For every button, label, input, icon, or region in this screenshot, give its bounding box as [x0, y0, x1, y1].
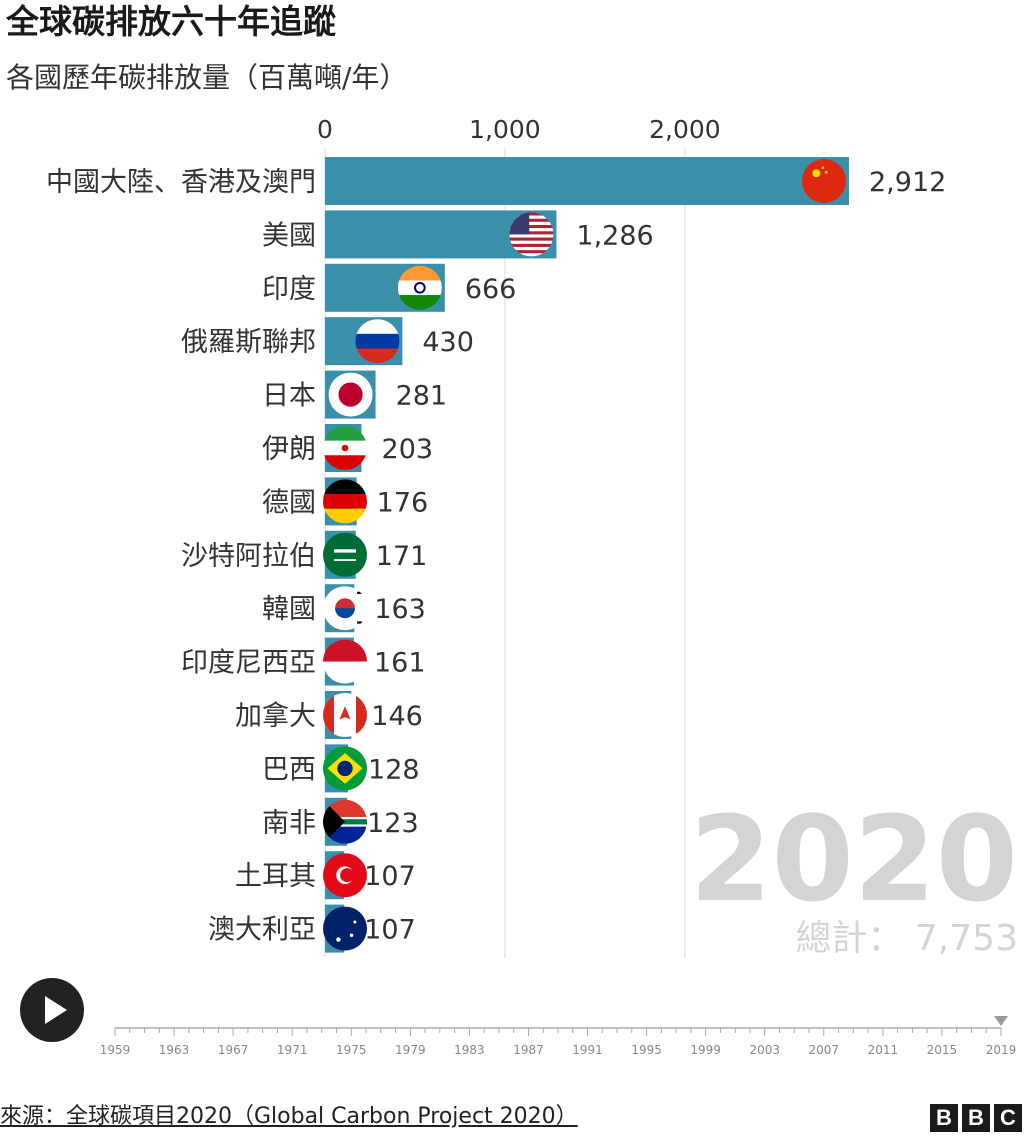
timeline-year-label: 2007 — [809, 1043, 840, 1057]
germany-flag-icon — [323, 479, 367, 524]
value-label: 281 — [396, 381, 448, 412]
timeline-year-label: 2015 — [927, 1043, 958, 1057]
south-korea-flag-icon — [323, 586, 367, 631]
play-icon — [45, 996, 67, 1024]
source-link[interactable]: 來源：全球碳項目2020（Global Carbon Project 2020） — [0, 1104, 578, 1129]
chart-subtitle: 各國歷年碳排放量（百萬噸/年） — [6, 61, 408, 94]
timeline-year-label: 1991 — [572, 1043, 603, 1057]
bar-row: 巴西 128 — [262, 744, 420, 793]
usa-flag-icon — [509, 212, 554, 257]
timeline-year-label: 2019 — [986, 1043, 1017, 1057]
value-label: 123 — [367, 808, 419, 839]
australia-flag-icon — [323, 906, 367, 951]
category-label: 巴西 — [262, 754, 316, 785]
timeline-slider[interactable]: 1959 1963 1967 1971 1975 1979 1983 1987 1991 1995… — [100, 1016, 1017, 1057]
timeline-year-label: 1995 — [631, 1043, 662, 1057]
category-label: 加拿大 — [235, 701, 316, 732]
x-tick-label: 0 — [317, 115, 333, 144]
value-label: 128 — [368, 754, 420, 785]
bar-row: 加拿大 146 — [235, 691, 423, 739]
bar-row: 印度 666 — [262, 263, 517, 312]
category-label: 印度 — [262, 274, 316, 305]
bar-row: 韓國 163 — [262, 584, 426, 633]
value-label: 107 — [364, 861, 416, 892]
bar-layer: 中國大陸、香港及澳門 2,912 美國 1,286 印度 666 俄羅斯聯邦 430 日本 281… — [46, 157, 946, 953]
value-label: 1,286 — [576, 220, 653, 251]
value-label: 430 — [422, 327, 474, 358]
timeline-year-label: 1987 — [513, 1043, 544, 1057]
bbc-logo-letter: B — [930, 1104, 958, 1132]
timeline-year-label: 1971 — [277, 1043, 308, 1057]
bar-row: 中國大陸、香港及澳門 2,912 — [46, 157, 946, 205]
timeline-year-label: 1983 — [454, 1043, 485, 1057]
chart-title: 全球碳排放六十年追蹤 — [6, 2, 336, 41]
category-label: 印度尼西亞 — [181, 648, 316, 679]
category-label: 德國 — [262, 487, 316, 518]
iran-flag-icon — [323, 426, 367, 470]
bar-row: 日本 281 — [262, 370, 448, 419]
timeline-year-label: 1959 — [100, 1043, 131, 1057]
value-label: 203 — [382, 434, 434, 465]
x-tick-label: 2,000 — [649, 115, 721, 144]
saudi-arabia-flag-icon — [323, 532, 367, 577]
timeline-year-label: 1975 — [336, 1043, 367, 1057]
current-year-label: 2020 — [690, 790, 1018, 928]
timeline-year-label: 2003 — [749, 1043, 780, 1057]
china-flag-icon — [802, 159, 846, 203]
value-label: 107 — [364, 915, 416, 946]
bar-row: 澳大利亞 107 — [208, 904, 416, 953]
timeline-year-label: 2011 — [868, 1043, 899, 1057]
value-label: 146 — [371, 701, 423, 732]
bar-row: 德國 176 — [262, 477, 429, 526]
timeline-year-label: 1963 — [159, 1043, 190, 1057]
south-africa-flag-icon — [323, 799, 367, 844]
bar — [325, 157, 849, 205]
value-label: 171 — [376, 541, 428, 572]
timeline-handle — [994, 1016, 1008, 1026]
total-emissions-label: 總計： 7,753 — [795, 918, 1018, 959]
bar-chart: 0 1,000 2,000 中國大陸、香港及澳門 2,912 美國 1,286 印度 666 俄… — [46, 115, 1018, 1057]
category-label: 美國 — [262, 220, 316, 251]
category-label: 沙特阿拉伯 — [181, 541, 316, 572]
play-button[interactable] — [20, 978, 84, 1042]
bbc-logo-letter: B — [962, 1104, 990, 1132]
category-label: 南非 — [262, 808, 316, 839]
timeline-year-label: 1967 — [218, 1043, 249, 1057]
japan-flag-icon — [328, 372, 373, 417]
category-label: 韓國 — [262, 594, 316, 625]
category-label: 日本 — [262, 381, 316, 412]
bar-row: 俄羅斯聯邦 430 — [181, 317, 474, 366]
bar-row: 沙特阿拉伯 171 — [181, 530, 428, 579]
value-label: 163 — [374, 594, 426, 625]
x-tick-label: 1,000 — [469, 115, 541, 144]
category-label: 土耳其 — [235, 861, 316, 892]
category-label: 中國大陸、香港及澳門 — [46, 167, 316, 198]
grid-layer: 0 1,000 2,000 — [317, 115, 721, 958]
bar-row: 伊朗 203 — [262, 424, 433, 472]
bar-row: 南非 123 — [262, 797, 419, 846]
bar-row: 土耳其 107 — [235, 851, 416, 900]
turkey-flag-icon — [323, 853, 367, 898]
value-label: 2,912 — [869, 167, 946, 198]
russia-flag-icon — [355, 319, 400, 364]
canada-flag-icon — [323, 693, 367, 737]
bar-row: 印度尼西亞 161 — [181, 637, 426, 686]
bar-row: 美國 1,286 — [262, 210, 654, 259]
timeline-year-label: 1979 — [395, 1043, 426, 1057]
bbc-logo-letter: C — [994, 1104, 1022, 1132]
category-label: 澳大利亞 — [208, 915, 316, 946]
value-label: 176 — [377, 487, 429, 518]
timeline-year-label: 1999 — [690, 1043, 721, 1057]
category-label: 伊朗 — [262, 434, 316, 465]
category-label: 俄羅斯聯邦 — [181, 327, 316, 358]
bbc-logo: B B C — [930, 1104, 1022, 1132]
india-flag-icon — [397, 265, 442, 310]
brazil-flag-icon — [323, 746, 367, 791]
value-label: 666 — [465, 274, 517, 305]
value-label: 161 — [374, 648, 426, 679]
indonesia-flag-icon — [323, 639, 367, 684]
